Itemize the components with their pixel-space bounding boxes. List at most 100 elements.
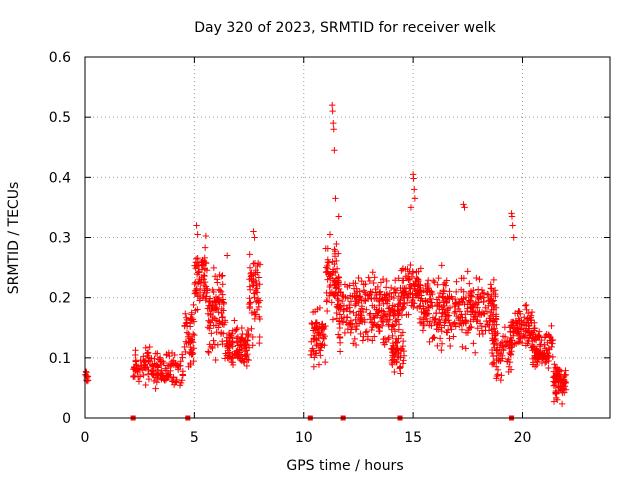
data-point (371, 333, 378, 340)
data-point (377, 314, 385, 321)
data-point (336, 311, 344, 318)
data-point (456, 299, 464, 306)
data-point (451, 295, 459, 303)
data-point-peak (330, 119, 337, 127)
data-point (183, 329, 191, 336)
data-point (216, 271, 223, 279)
data-point (248, 325, 255, 332)
data-point (212, 322, 220, 329)
data-point (198, 276, 205, 284)
data-point (501, 343, 509, 350)
data-point-peak (411, 186, 418, 193)
data-point (389, 332, 396, 340)
data-point (505, 356, 512, 363)
data-point (444, 293, 451, 301)
data-point (352, 300, 360, 308)
data-point (396, 365, 403, 372)
data-point (425, 277, 432, 284)
data-point (466, 280, 473, 287)
data-point (438, 313, 445, 320)
data-point (355, 274, 362, 282)
data-point (357, 308, 364, 315)
data-point (534, 333, 542, 341)
data-point (215, 294, 223, 301)
data-point (313, 349, 320, 357)
data-point (397, 332, 405, 339)
data-point (438, 340, 446, 347)
data-point (541, 334, 549, 341)
data-point (474, 304, 481, 311)
data-point (508, 344, 515, 351)
data-point (438, 346, 445, 354)
data-point (153, 363, 161, 370)
data-point (221, 319, 229, 326)
data-point (408, 273, 416, 280)
x-tick-label: 5 (190, 430, 199, 446)
data-point (440, 303, 447, 311)
y-tick-label: 0.1 (49, 351, 71, 367)
data-point (375, 327, 383, 335)
data-point (529, 335, 536, 342)
data-point (476, 311, 484, 319)
data-point (346, 301, 353, 309)
data-point (529, 343, 537, 350)
data-point (336, 303, 344, 311)
data-point (498, 346, 506, 353)
data-point (142, 364, 149, 372)
data-point (444, 326, 452, 334)
data-point (549, 353, 556, 361)
data-point (383, 277, 390, 285)
data-point (366, 277, 374, 285)
data-point (458, 311, 465, 318)
data-point (381, 313, 389, 320)
data-point (346, 321, 353, 328)
data-point (243, 356, 251, 363)
data-point (411, 300, 418, 307)
data-point (186, 335, 194, 342)
data-point (182, 310, 189, 317)
data-point (188, 316, 195, 323)
data-point (442, 282, 450, 289)
axis-ticks: 0 5 10 15 20 0 0.1 0.2 0.3 0.4 0.5 0.6 (49, 50, 610, 446)
data-point (389, 356, 397, 363)
data-point-peak (510, 234, 517, 241)
data-point (170, 357, 177, 364)
data-point (509, 332, 517, 339)
data-point (138, 362, 145, 369)
data-point (455, 298, 463, 305)
data-point (341, 329, 349, 337)
data-point (436, 289, 444, 297)
data-point (249, 282, 256, 289)
data-point (389, 321, 396, 328)
data-point (332, 291, 339, 299)
data-point (182, 348, 189, 356)
data-point (525, 325, 533, 332)
data-point (478, 286, 486, 294)
data-point (431, 334, 438, 342)
data-point (253, 279, 260, 287)
data-point (143, 350, 151, 357)
data-point (142, 344, 149, 352)
data-point (471, 349, 479, 356)
data-point (493, 321, 500, 328)
data-point-peak (194, 231, 201, 238)
data-point (246, 295, 253, 302)
data-point (181, 343, 188, 351)
data-point (378, 307, 385, 314)
data-point (391, 368, 398, 376)
data-point (322, 269, 330, 276)
data-point (367, 288, 374, 295)
data-point (209, 307, 217, 314)
data-point (558, 400, 566, 408)
data-point (424, 285, 431, 293)
data-point (351, 302, 359, 309)
data-point (364, 336, 372, 343)
data-point (460, 320, 467, 327)
data-point (523, 301, 530, 309)
data-point (482, 327, 489, 334)
data-point (219, 291, 226, 298)
data-point (509, 318, 516, 326)
data-point (132, 358, 139, 365)
data-point (231, 317, 238, 324)
data-point (417, 282, 424, 289)
